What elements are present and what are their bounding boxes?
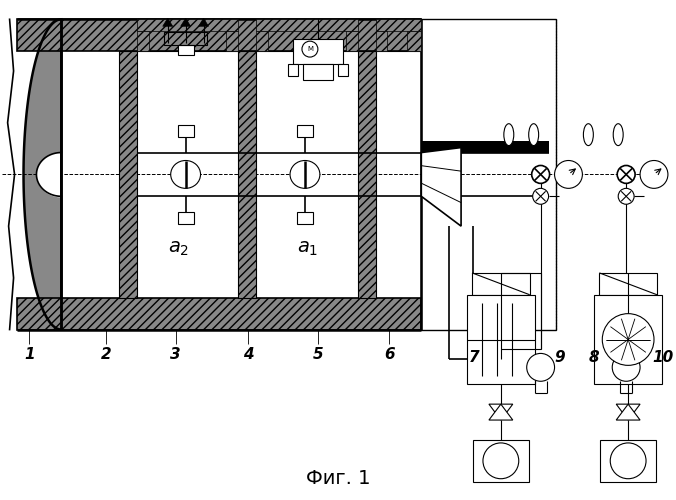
Polygon shape (163, 18, 172, 26)
Circle shape (640, 160, 668, 188)
Bar (16, 298, 421, 330)
Bar (137, 20, 239, 51)
Bar (297, 212, 313, 224)
Bar (376, 20, 421, 51)
Bar (226, 31, 239, 51)
Bar (358, 51, 376, 298)
Polygon shape (617, 404, 640, 420)
Bar (256, 196, 358, 298)
Polygon shape (489, 404, 513, 420)
Polygon shape (617, 404, 640, 420)
Bar (256, 20, 358, 31)
Text: Фиг. 1: Фиг. 1 (306, 469, 370, 488)
Polygon shape (421, 148, 461, 226)
Bar (467, 294, 535, 384)
Circle shape (617, 166, 635, 184)
Text: 1: 1 (24, 347, 34, 362)
Ellipse shape (529, 124, 539, 146)
Bar (472, 273, 530, 294)
Ellipse shape (171, 160, 201, 188)
Bar (178, 212, 193, 224)
Text: 9: 9 (554, 350, 565, 365)
Bar (178, 45, 193, 55)
Bar (303, 64, 333, 80)
Circle shape (612, 354, 640, 382)
Bar (421, 140, 549, 152)
Ellipse shape (504, 124, 514, 146)
Bar (600, 273, 657, 294)
Ellipse shape (613, 124, 623, 146)
Bar (178, 124, 193, 136)
Text: 5: 5 (312, 347, 323, 362)
Text: M: M (307, 46, 313, 52)
Text: 8: 8 (589, 350, 600, 365)
Bar (594, 294, 662, 384)
Polygon shape (199, 18, 208, 26)
Bar (345, 31, 358, 51)
Text: 10: 10 (652, 350, 673, 365)
Ellipse shape (290, 160, 320, 188)
Circle shape (610, 443, 646, 478)
Text: $a_2$: $a_2$ (168, 238, 189, 258)
Text: 6: 6 (384, 347, 395, 362)
Text: 7: 7 (468, 350, 479, 365)
Circle shape (618, 188, 634, 204)
Circle shape (554, 160, 583, 188)
Polygon shape (180, 18, 191, 26)
Circle shape (483, 443, 518, 478)
Bar (473, 440, 529, 482)
Bar (239, 51, 256, 298)
Bar (256, 31, 268, 51)
Circle shape (533, 188, 549, 204)
Bar (16, 20, 421, 51)
Text: 4: 4 (243, 347, 254, 362)
Circle shape (527, 354, 554, 382)
Circle shape (302, 41, 318, 57)
Bar (421, 20, 556, 330)
Bar (376, 196, 421, 298)
Circle shape (602, 314, 654, 366)
Ellipse shape (583, 124, 594, 146)
Bar (256, 20, 358, 51)
Text: 3: 3 (170, 347, 181, 362)
Circle shape (532, 166, 550, 184)
Bar (119, 51, 137, 298)
Bar (137, 20, 239, 31)
Polygon shape (489, 404, 513, 420)
Bar (137, 196, 239, 298)
Bar (164, 32, 208, 45)
Bar (288, 64, 298, 76)
Bar (376, 31, 387, 51)
Bar (293, 39, 343, 64)
Bar (297, 124, 313, 136)
Bar (408, 31, 421, 51)
Text: 2: 2 (101, 347, 112, 362)
Bar (137, 31, 149, 51)
Bar (376, 20, 421, 31)
Text: $a_1$: $a_1$ (297, 238, 318, 258)
Bar (338, 64, 347, 76)
Bar (600, 440, 656, 482)
